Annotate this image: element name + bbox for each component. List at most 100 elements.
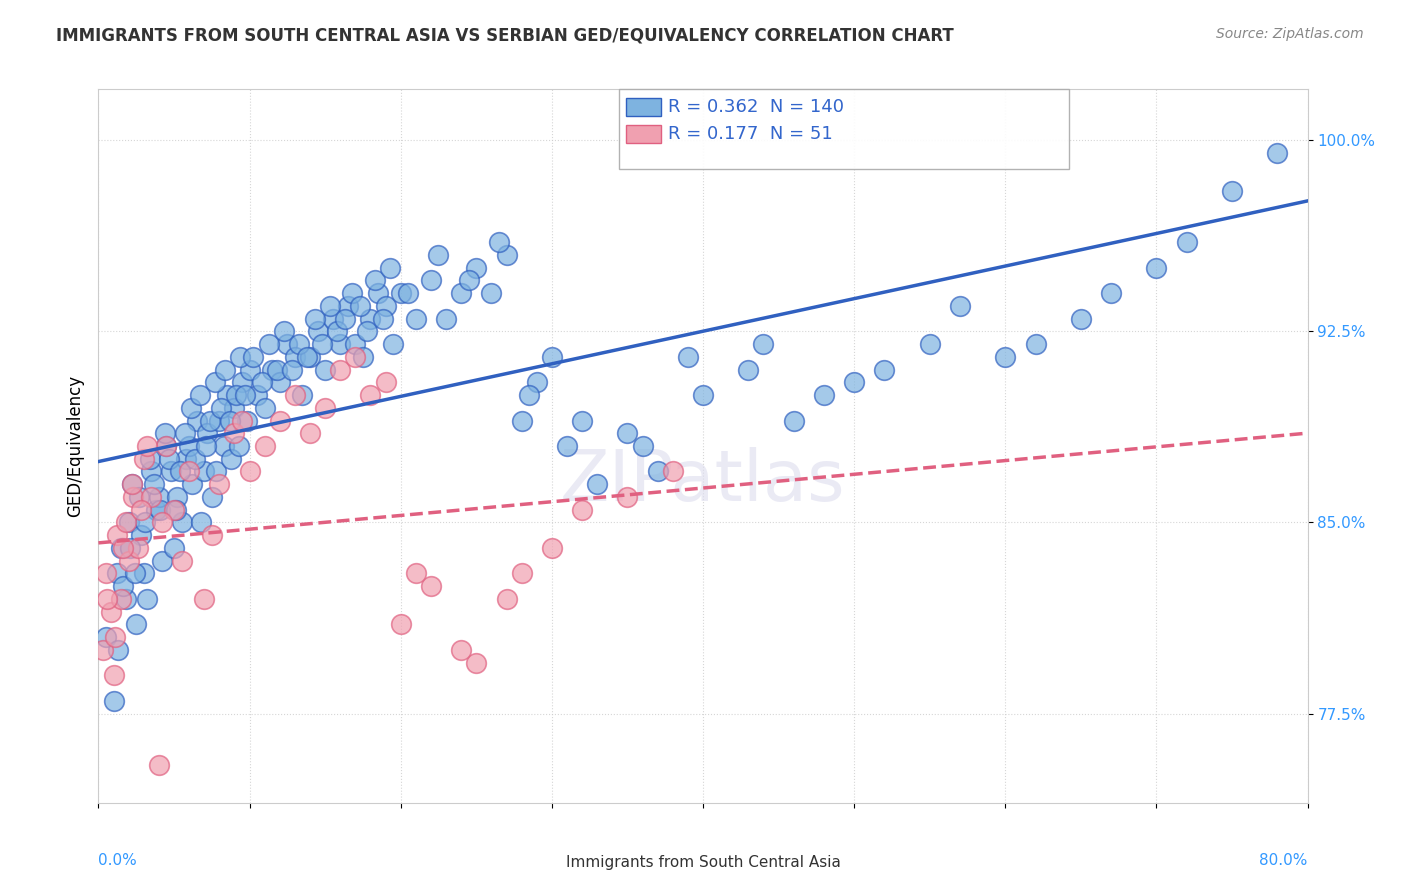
Immigrants from South Central Asia bbox=[149, 502, 172, 516]
Immigrants from South Central Asia bbox=[349, 299, 371, 313]
Text: 0.0%: 0.0% bbox=[98, 853, 138, 868]
Serbians bbox=[495, 591, 517, 606]
Immigrants from South Central Asia bbox=[783, 413, 806, 427]
Immigrants from South Central Asia bbox=[145, 502, 167, 516]
Immigrants from South Central Asia bbox=[228, 439, 250, 453]
Immigrants from South Central Asia bbox=[150, 554, 173, 568]
Immigrants from South Central Asia bbox=[526, 376, 548, 390]
Immigrants from South Central Asia bbox=[396, 286, 419, 301]
Serbians bbox=[155, 439, 177, 453]
Immigrants from South Central Asia bbox=[420, 273, 443, 287]
Serbians bbox=[141, 490, 163, 504]
Immigrants from South Central Asia bbox=[209, 401, 232, 415]
Immigrants from South Central Asia bbox=[215, 388, 238, 402]
Serbians bbox=[253, 439, 276, 453]
Immigrants from South Central Asia bbox=[329, 337, 352, 351]
Immigrants from South Central Asia bbox=[166, 490, 188, 504]
Immigrants from South Central Asia bbox=[631, 439, 654, 453]
Serbians bbox=[105, 528, 128, 542]
Serbians bbox=[104, 630, 127, 644]
Immigrants from South Central Asia bbox=[219, 413, 242, 427]
Immigrants from South Central Asia bbox=[94, 630, 117, 644]
Text: R = 0.177  N = 51: R = 0.177 N = 51 bbox=[668, 125, 832, 143]
Immigrants from South Central Asia bbox=[481, 286, 503, 301]
Immigrants from South Central Asia bbox=[371, 311, 394, 326]
Serbians bbox=[127, 541, 149, 555]
Immigrants from South Central Asia bbox=[170, 516, 193, 530]
Serbians bbox=[465, 656, 488, 670]
Immigrants from South Central Asia bbox=[208, 413, 231, 427]
Immigrants from South Central Asia bbox=[342, 286, 364, 301]
Immigrants from South Central Asia bbox=[194, 439, 217, 453]
Immigrants from South Central Asia bbox=[571, 413, 593, 427]
Serbians bbox=[269, 413, 291, 427]
Immigrants from South Central Asia bbox=[139, 451, 162, 466]
Immigrants from South Central Asia bbox=[276, 337, 298, 351]
Immigrants from South Central Asia bbox=[205, 465, 228, 479]
Serbians bbox=[118, 554, 141, 568]
Serbians bbox=[121, 477, 143, 491]
Immigrants from South Central Asia bbox=[692, 388, 714, 402]
Serbians bbox=[110, 591, 132, 606]
Serbians bbox=[616, 490, 638, 504]
Text: Source: ZipAtlas.com: Source: ZipAtlas.com bbox=[1216, 27, 1364, 41]
Immigrants from South Central Asia bbox=[844, 376, 866, 390]
Immigrants from South Central Asia bbox=[163, 541, 186, 555]
Serbians bbox=[510, 566, 533, 581]
Immigrants from South Central Asia bbox=[616, 426, 638, 441]
Immigrants from South Central Asia bbox=[143, 477, 166, 491]
Serbians bbox=[132, 451, 155, 466]
Immigrants from South Central Asia bbox=[1070, 311, 1092, 326]
Immigrants from South Central Asia bbox=[517, 388, 540, 402]
Immigrants from South Central Asia bbox=[141, 465, 163, 479]
Immigrants from South Central Asia bbox=[352, 350, 374, 364]
Immigrants from South Central Asia bbox=[307, 324, 329, 338]
Immigrants from South Central Asia bbox=[242, 350, 264, 364]
Immigrants from South Central Asia bbox=[288, 337, 311, 351]
Immigrants from South Central Asia bbox=[427, 248, 450, 262]
Serbians bbox=[420, 579, 443, 593]
Serbians bbox=[284, 388, 307, 402]
Immigrants from South Central Asia bbox=[266, 362, 288, 376]
Serbians bbox=[374, 376, 396, 390]
Immigrants from South Central Asia bbox=[465, 260, 488, 275]
Immigrants from South Central Asia bbox=[229, 350, 252, 364]
Immigrants from South Central Asia bbox=[148, 490, 170, 504]
Immigrants from South Central Asia bbox=[495, 248, 517, 262]
Serbians bbox=[224, 426, 246, 441]
Immigrants from South Central Asia bbox=[382, 337, 405, 351]
Immigrants from South Central Asia bbox=[121, 477, 143, 491]
Serbians bbox=[299, 426, 322, 441]
Immigrants from South Central Asia bbox=[221, 451, 243, 466]
Serbians bbox=[329, 362, 352, 376]
Immigrants from South Central Asia bbox=[299, 350, 322, 364]
Immigrants from South Central Asia bbox=[364, 273, 387, 287]
Immigrants from South Central Asia bbox=[295, 350, 318, 364]
Immigrants from South Central Asia bbox=[647, 465, 669, 479]
Serbians bbox=[103, 668, 125, 682]
Serbians bbox=[163, 502, 186, 516]
Immigrants from South Central Asia bbox=[374, 299, 396, 313]
Immigrants from South Central Asia bbox=[257, 337, 280, 351]
Immigrants from South Central Asia bbox=[165, 502, 187, 516]
Immigrants from South Central Asia bbox=[114, 591, 136, 606]
Y-axis label: GED/Equivalency: GED/Equivalency bbox=[66, 375, 84, 517]
Serbians bbox=[208, 477, 231, 491]
Immigrants from South Central Asia bbox=[676, 350, 699, 364]
Immigrants from South Central Asia bbox=[134, 516, 156, 530]
Immigrants from South Central Asia bbox=[450, 286, 472, 301]
Immigrants from South Central Asia bbox=[214, 362, 236, 376]
Immigrants from South Central Asia bbox=[1146, 260, 1168, 275]
Immigrants from South Central Asia bbox=[1175, 235, 1198, 249]
Serbians bbox=[450, 643, 472, 657]
Immigrants from South Central Asia bbox=[273, 324, 295, 338]
Immigrants from South Central Asia bbox=[111, 579, 134, 593]
Immigrants from South Central Asia bbox=[813, 388, 835, 402]
Immigrants from South Central Asia bbox=[231, 376, 253, 390]
Immigrants from South Central Asia bbox=[233, 388, 256, 402]
Serbians bbox=[111, 541, 134, 555]
Immigrants from South Central Asia bbox=[180, 401, 202, 415]
Immigrants from South Central Asia bbox=[333, 311, 356, 326]
Serbians bbox=[540, 541, 562, 555]
Immigrants from South Central Asia bbox=[160, 465, 183, 479]
